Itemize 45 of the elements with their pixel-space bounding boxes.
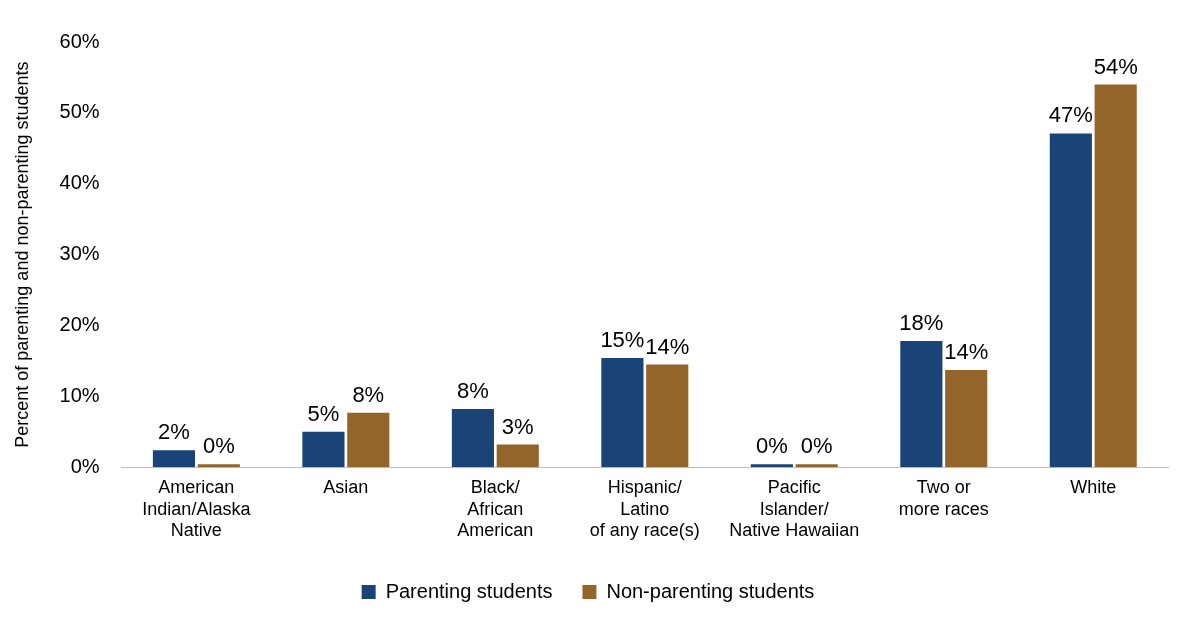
x-tick-label: American Indian/Alaska Native: [142, 476, 252, 541]
data-label: 5%: [307, 400, 340, 426]
y-tick-label: 60%: [59, 29, 100, 52]
data-label: 8%: [457, 378, 489, 404]
data-label: 15%: [600, 327, 645, 353]
y-tick-label: 30%: [59, 242, 100, 265]
bar: [197, 464, 240, 468]
data-label: 14%: [944, 339, 989, 365]
bar: [152, 450, 196, 468]
data-label: 0%: [202, 433, 235, 459]
legend-label: Non-parenting students: [606, 579, 815, 602]
bar: [347, 412, 390, 468]
x-tick-label: Two or more races: [898, 476, 989, 519]
bar: [302, 431, 345, 468]
data-label: 18%: [899, 310, 944, 336]
bar: [1094, 84, 1137, 468]
data-label: 0%: [755, 433, 788, 459]
bar: [601, 358, 644, 468]
bar: [1049, 133, 1092, 468]
bar: [945, 370, 988, 468]
x-tick-label: Asian: [323, 476, 369, 497]
bar: [451, 409, 494, 468]
data-label: 3%: [501, 413, 534, 439]
bar: [496, 444, 539, 468]
x-tick-label: Pacific Islander/ Native Hawaiian: [729, 476, 860, 541]
x-tick-label: Black/ African American: [457, 476, 534, 541]
bar: [900, 341, 943, 468]
y-tick-label: 40%: [59, 171, 100, 194]
y-tick-label: 20%: [59, 312, 100, 335]
data-label: 14%: [645, 333, 690, 359]
data-label: 2%: [158, 419, 190, 445]
data-label: 47%: [1048, 102, 1093, 128]
y-tick-label: 0%: [70, 454, 100, 477]
y-tick-label: 10%: [59, 383, 100, 406]
data-label: 0%: [800, 433, 833, 459]
bar: [795, 464, 838, 468]
x-tick-label: Hispanic/ Latino of any race(s): [589, 476, 700, 541]
data-label: 54%: [1093, 53, 1138, 79]
bar: [750, 464, 793, 468]
data-label: 8%: [352, 381, 385, 407]
y-tick-label: 50%: [59, 100, 100, 123]
x-tick-label: White: [1070, 476, 1117, 497]
bar: [646, 364, 689, 468]
y-axis-title: Percent of parenting and non-parenting students: [11, 61, 32, 448]
legend-label: Parenting students: [385, 579, 553, 602]
